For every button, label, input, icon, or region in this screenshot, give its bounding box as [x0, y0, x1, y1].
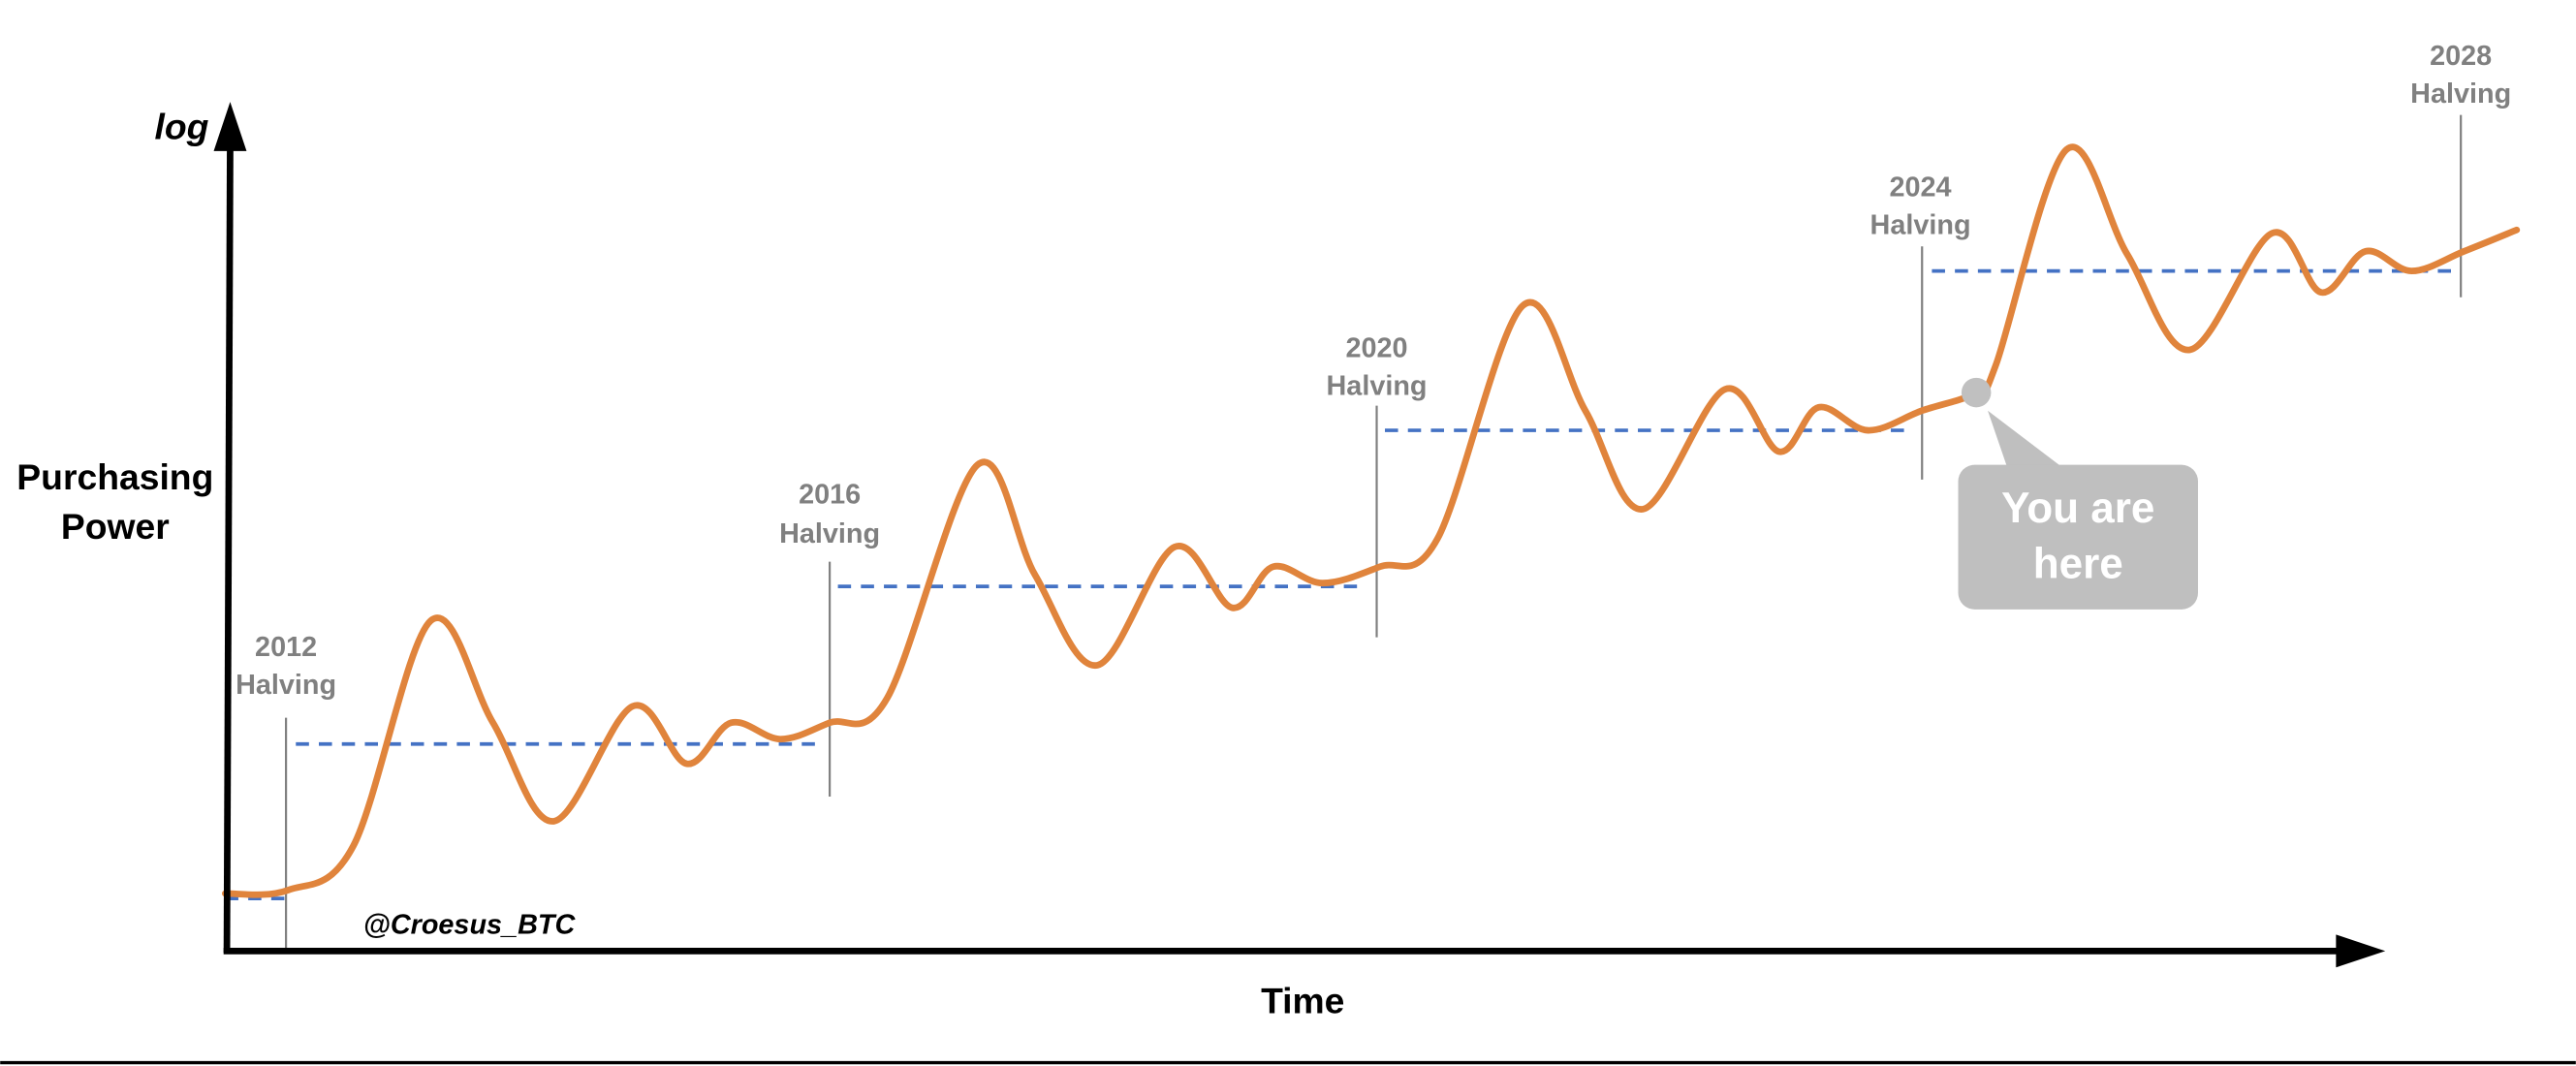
credit: @Croesus_BTC — [363, 910, 577, 941]
callout-text-box: You are here — [2001, 483, 2155, 588]
halving-label: Halving — [236, 670, 336, 701]
x-axis-arrow — [2336, 934, 2386, 968]
y-axis — [223, 144, 234, 954]
halving-label: Halving — [1870, 210, 1971, 241]
y-scale-label: log — [155, 107, 209, 147]
halving-label: Halving — [2410, 78, 2511, 110]
halving-year: 2024 — [1890, 172, 1952, 204]
halving-year: 2016 — [799, 479, 861, 510]
x-axis-label: Time — [1261, 980, 1344, 1020]
current-point — [1961, 377, 1992, 408]
callout-pointer — [1988, 410, 2063, 469]
y-axis-label-box: Purchasing Power — [16, 456, 214, 548]
y-axis-arrow — [213, 102, 247, 151]
halving-year: 2028 — [2430, 41, 2492, 72]
price-curve — [222, 143, 2521, 898]
y-axis-label: Purchasing Power — [16, 456, 214, 548]
halving-year: 2020 — [1345, 333, 1407, 364]
halving-year: 2012 — [255, 632, 317, 663]
callout-box — [1958, 464, 2198, 610]
callout-text: You are here — [2001, 483, 2155, 588]
halving-label: Halving — [779, 518, 880, 549]
halving-label: Halving — [1327, 371, 1428, 402]
